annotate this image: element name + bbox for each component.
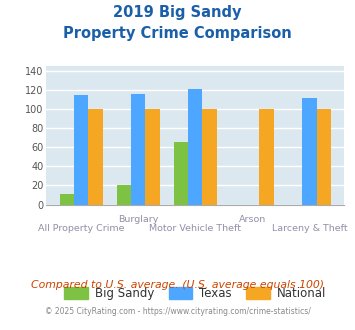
Text: Arson: Arson [239,214,266,223]
Bar [260,109,274,205]
Bar [188,89,202,205]
Bar [317,109,331,205]
Text: Compared to U.S. average. (U.S. average equals 100): Compared to U.S. average. (U.S. average … [31,280,324,290]
Legend: Big Sandy, Texas, National: Big Sandy, Texas, National [60,282,331,305]
Bar [74,95,88,205]
Bar [88,109,103,205]
Bar [174,143,188,205]
Text: Burglary: Burglary [118,214,158,223]
Bar [202,109,217,205]
Bar [302,98,317,205]
Bar [131,94,145,205]
Bar [117,184,131,205]
Text: All Property Crime: All Property Crime [38,224,124,233]
Bar [145,109,160,205]
Text: Property Crime Comparison: Property Crime Comparison [63,26,292,41]
Text: 2019 Big Sandy: 2019 Big Sandy [113,5,242,20]
Text: Motor Vehicle Theft: Motor Vehicle Theft [149,224,241,233]
Text: © 2025 CityRating.com - https://www.cityrating.com/crime-statistics/: © 2025 CityRating.com - https://www.city… [45,307,310,316]
Bar [60,194,74,205]
Text: Larceny & Theft: Larceny & Theft [272,224,347,233]
